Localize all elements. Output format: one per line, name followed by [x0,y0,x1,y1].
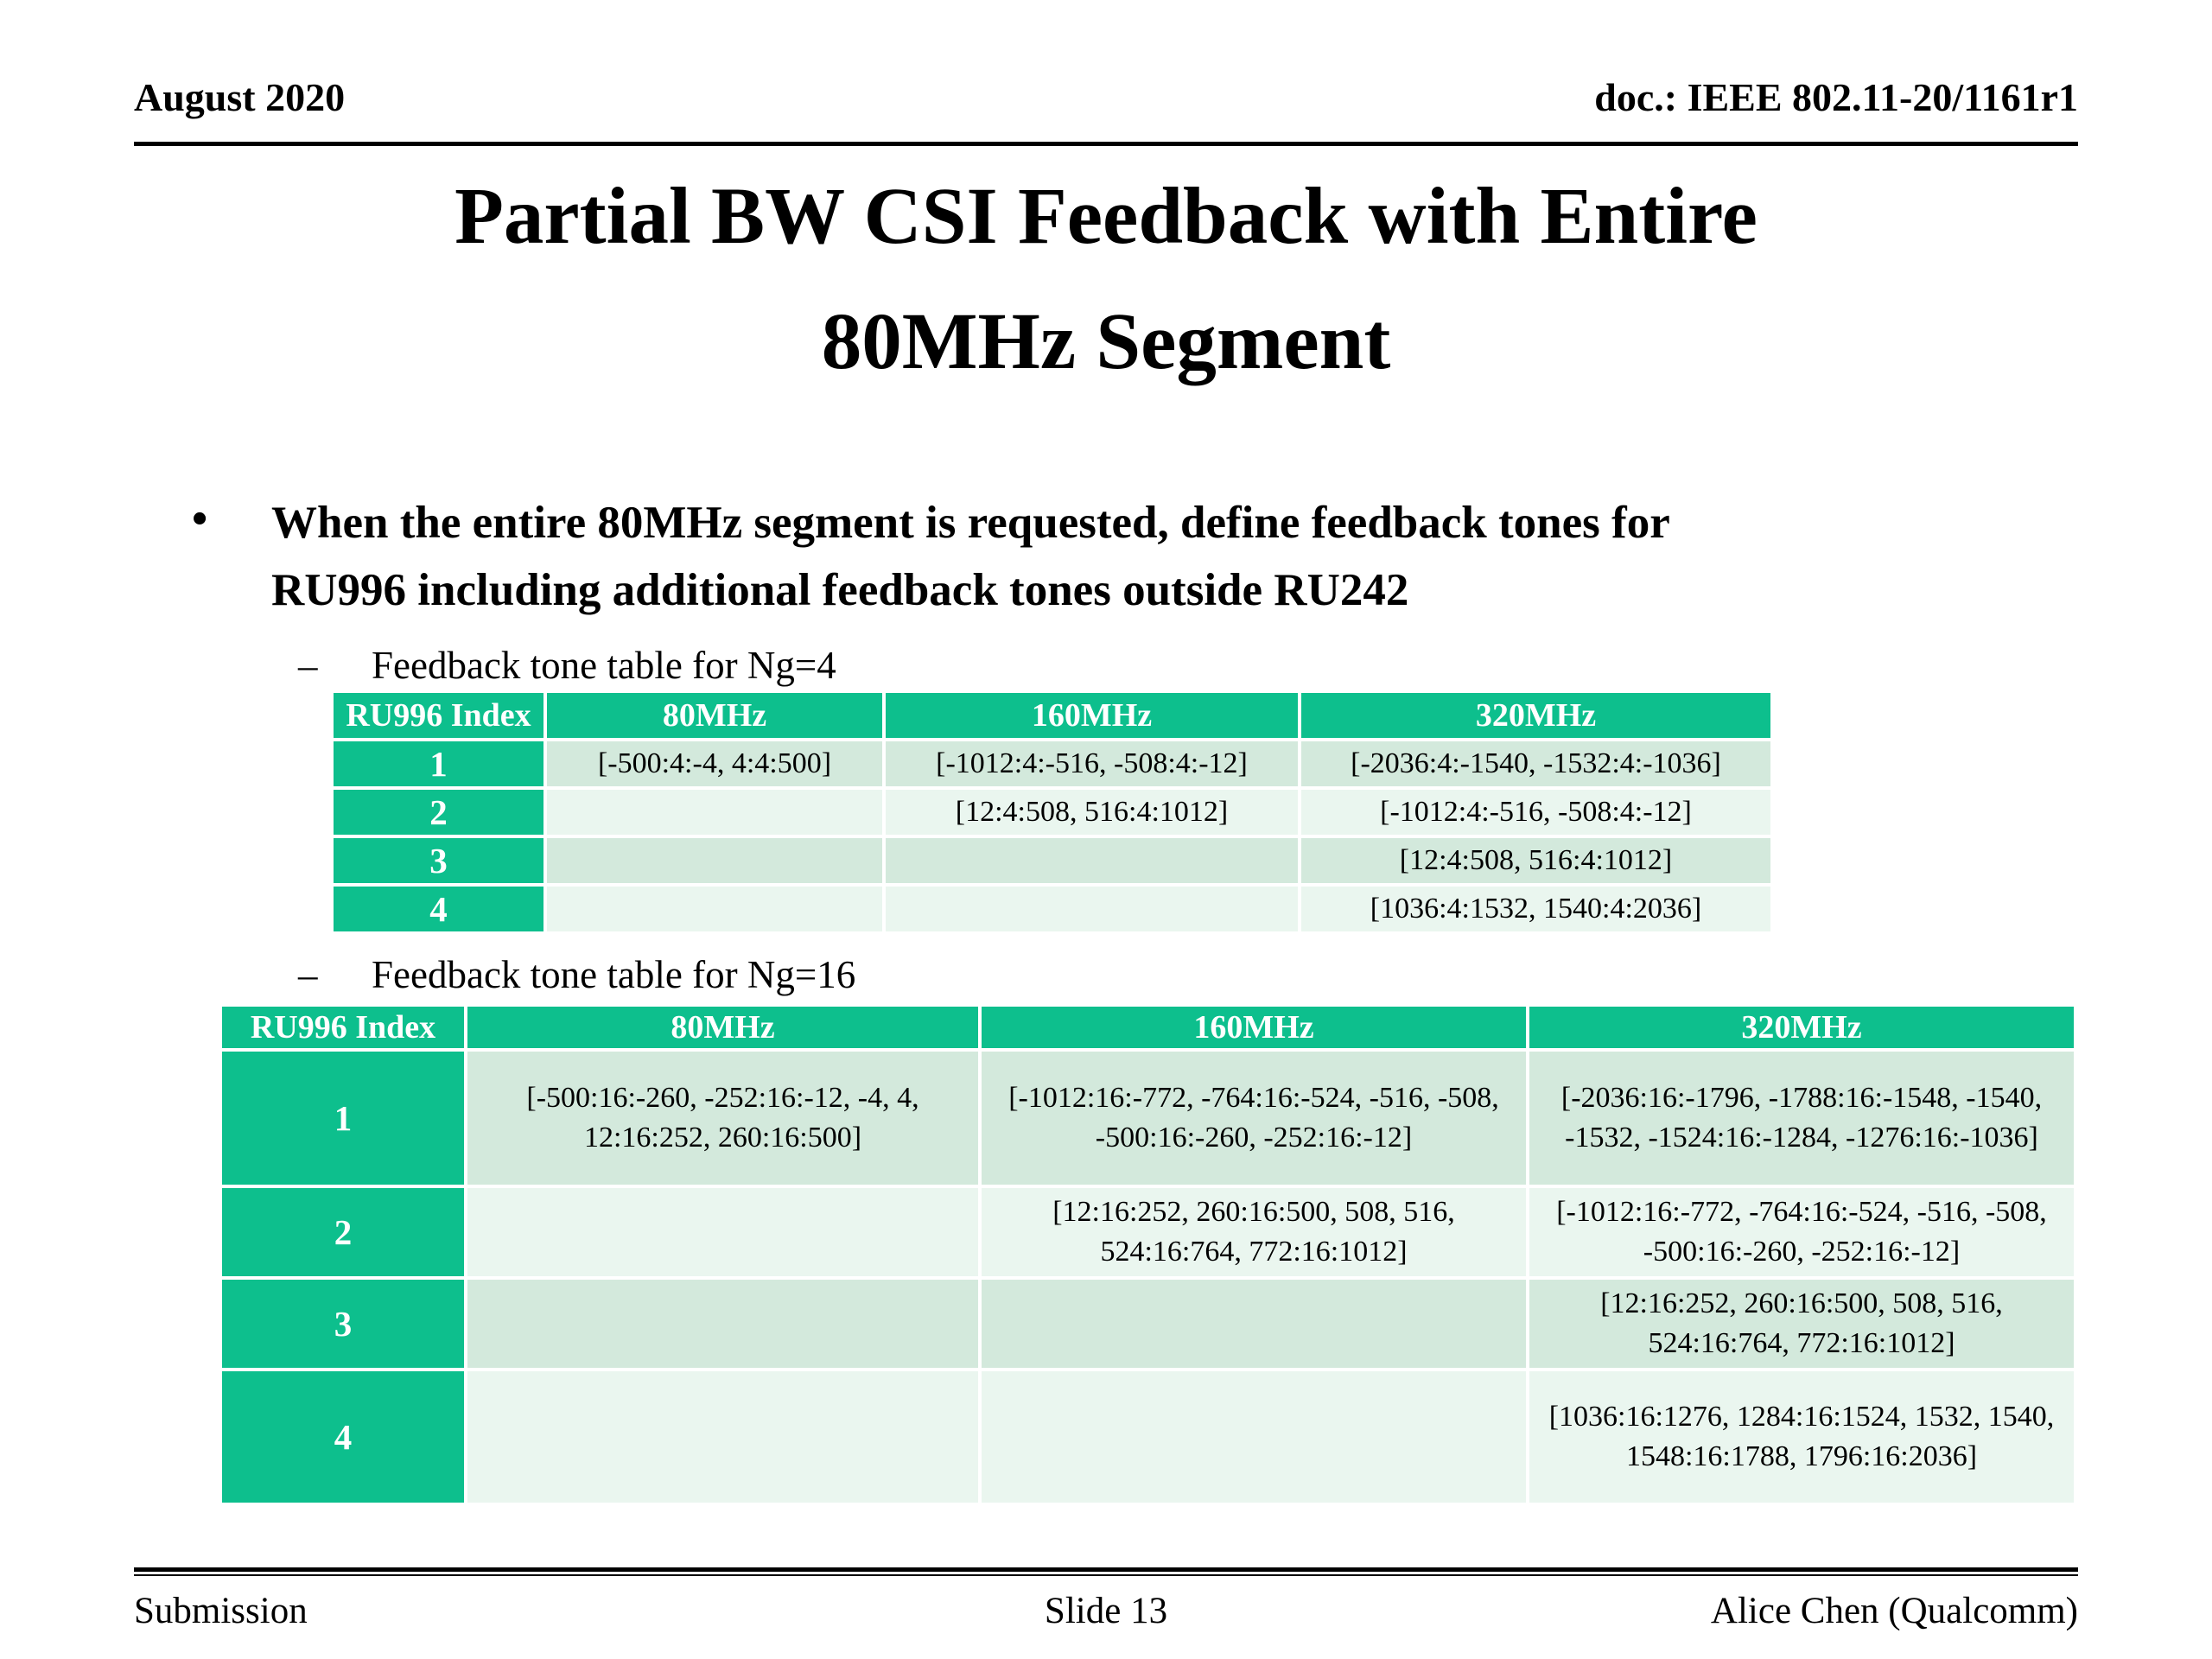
footer-author: Alice Chen (Qualcomm) [1710,1591,2078,1631]
page-header: August 2020 doc.: IEEE 802.11-20/1161r1 [134,74,2078,120]
ng4-col-ru996-index: RU996 Index [330,690,547,741]
ng16-col-ru996-index: RU996 Index [219,1003,467,1052]
ng4-row-2-index: 2 [330,786,547,838]
header-doc-number: doc.: IEEE 802.11-20/1161r1 [1594,75,2078,119]
dash-marker: – [298,644,318,687]
ng4-row-3-320mhz: [12:4:508, 516:4:1012] [1298,835,1774,887]
slide-title: Partial BW CSI Feedback with Entire 80MH… [147,154,2065,404]
dash-marker: – [298,953,318,996]
ng16-col-80mhz: 80MHz [464,1003,982,1052]
ng16-row-2-index: 2 [219,1185,467,1280]
ng16-col-320mhz: 320MHz [1526,1003,2077,1052]
ng4-row-3-index: 3 [330,835,547,887]
ng16-row-3-index: 3 [219,1276,467,1371]
ng4-row-3: 3 [12:4:508, 516:4:1012] [330,835,1774,887]
footer-rule-thick-line [134,1567,2078,1572]
ng4-row-2-320mhz: [-1012:4:-516, -508:4:-12] [1298,786,1774,838]
ng4-row-1-320mhz: [-2036:4:-1540, -1532:4:-1036] [1298,738,1774,790]
ng4-row-1-80mhz: [-500:4:-4, 4:4:500] [543,738,886,790]
ng16-row-2-320mhz: [-1012:16:-772, -764:16:-524, -516, -508… [1526,1185,2077,1280]
ng16-row-1-160mhz: [-1012:16:-772, -764:16:-524, -516, -508… [978,1048,1529,1188]
ng16-row-4-160mhz [978,1368,1529,1506]
ng4-col-160mhz: 160MHz [882,690,1301,741]
slide-title-line2: 80MHz Segment [821,297,1391,386]
main-bullet: • When the entire 80MHz segment is reque… [192,489,2084,624]
ng4-row-2-80mhz [543,786,886,838]
sub-bullet-ng4-label: Feedback tone table for Ng=4 [372,644,836,687]
bullet-marker: • [192,494,208,543]
ng4-row-1-index: 1 [330,738,547,790]
ng4-row-4: 4 [1036:4:1532, 1540:4:2036] [330,883,1774,935]
ng4-row-4-160mhz [882,883,1301,935]
ng16-row-4: 4 [1036:16:1276, 1284:16:1524, 1532, 154… [219,1368,2077,1506]
bullet-text: When the entire 80MHz segment is request… [271,489,2084,624]
ng4-row-2-160mhz: [12:4:508, 516:4:1012] [882,786,1301,838]
ng4-row-1-160mhz: [-1012:4:-516, -508:4:-12] [882,738,1301,790]
ng16-row-3: 3 [12:16:252, 260:16:500, 508, 516, 524:… [219,1276,2077,1371]
ng16-row-1-320mhz: [-2036:16:-1796, -1788:16:-1548, -1540, … [1526,1048,2077,1188]
ng4-col-320mhz: 320MHz [1298,690,1774,741]
ng16-feedback-table: RU996 Index 80MHz 160MHz 320MHz 1 [-500:… [219,1003,2077,1506]
ng16-row-3-160mhz [978,1276,1529,1371]
ng16-header-row: RU996 Index 80MHz 160MHz 320MHz [219,1003,2077,1052]
ng4-row-4-index: 4 [330,883,547,935]
slide-title-line1: Partial BW CSI Feedback with Entire [454,172,1758,261]
ng4-row-4-80mhz [543,883,886,935]
footer-rule-thin-line [134,1574,2078,1576]
ng4-row-1: 1 [-500:4:-4, 4:4:500] [-1012:4:-516, -5… [330,738,1774,790]
ng16-row-4-320mhz: [1036:16:1276, 1284:16:1524, 1532, 1540,… [1526,1368,2077,1506]
ng4-row-2: 2 [12:4:508, 516:4:1012] [-1012:4:-516, … [330,786,1774,838]
ng16-row-1-80mhz: [-500:16:-260, -252:16:-12, -4, 4, 12:16… [464,1048,982,1188]
ng16-row-2-160mhz: [12:16:252, 260:16:500, 508, 516, 524:16… [978,1185,1529,1280]
footer-submission: Submission [134,1591,308,1631]
ng4-col-80mhz: 80MHz [543,690,886,741]
header-date: August 2020 [134,75,346,119]
ng16-row-4-index: 4 [219,1368,467,1506]
ng4-row-3-80mhz [543,835,886,887]
sub-bullet-ng16-label: Feedback tone table for Ng=16 [372,953,856,996]
ng16-row-1: 1 [-500:16:-260, -252:16:-12, -4, 4, 12:… [219,1048,2077,1188]
bullet-text-line2: RU996 including additional feedback tone… [271,565,1409,615]
ng16-row-3-80mhz [464,1276,982,1371]
ng16-row-3-320mhz: [12:16:252, 260:16:500, 508, 516, 524:16… [1526,1276,2077,1371]
footer-rule [134,1567,2078,1576]
header-rule [134,142,2078,146]
bullet-text-line1: When the entire 80MHz segment is request… [271,498,1670,548]
ng4-row-3-160mhz [882,835,1301,887]
ng16-row-4-80mhz [464,1368,982,1506]
ng4-header-row: RU996 Index 80MHz 160MHz 320MHz [330,690,1774,741]
ng16-row-2: 2 [12:16:252, 260:16:500, 508, 516, 524:… [219,1185,2077,1280]
footer-slide-number: Slide 13 [1044,1591,1168,1631]
ng16-row-1-index: 1 [219,1048,467,1188]
ng16-row-2-80mhz [464,1185,982,1280]
ng4-row-4-320mhz: [1036:4:1532, 1540:4:2036] [1298,883,1774,935]
ng16-col-160mhz: 160MHz [978,1003,1529,1052]
ng4-feedback-table: RU996 Index 80MHz 160MHz 320MHz 1 [-500:… [330,690,1774,935]
sub-bullet-ng4: – Feedback tone table for Ng=4 [298,641,836,690]
sub-bullet-ng16: – Feedback tone table for Ng=16 [298,950,855,999]
